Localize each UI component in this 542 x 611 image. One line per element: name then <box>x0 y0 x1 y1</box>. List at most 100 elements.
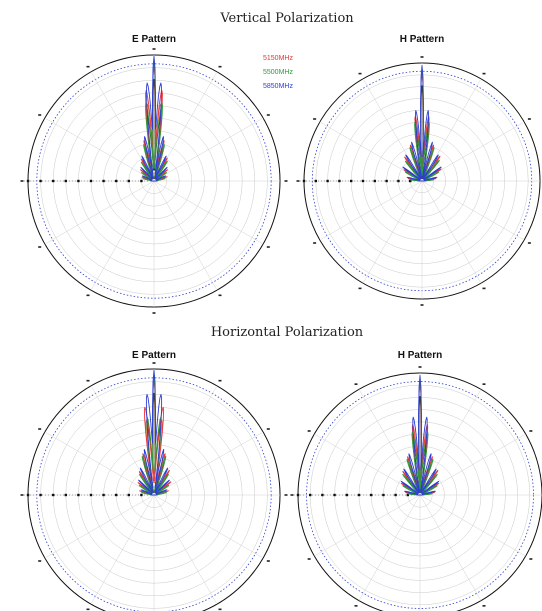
grid-spoke <box>419 433 526 496</box>
angle-tick <box>482 72 486 75</box>
angle-tick <box>482 605 486 607</box>
axis-marker <box>409 179 412 183</box>
legend-entry-5150mhz: 5150MHz <box>263 55 293 62</box>
angle-tick <box>86 608 90 611</box>
angle-tick <box>266 246 270 248</box>
angle-tick <box>527 118 531 120</box>
angle-tick <box>529 430 533 432</box>
grid-spoke <box>153 180 264 245</box>
angle-tick <box>307 558 311 560</box>
grid-spoke <box>362 180 423 284</box>
angle-tick <box>284 494 288 496</box>
plot-title: E Pattern <box>132 350 176 361</box>
angle-tick <box>420 304 424 306</box>
trace-5500mhz <box>138 374 170 496</box>
axis-marker <box>115 493 118 497</box>
axis-marker <box>361 179 365 183</box>
polar-plot: H Pattern <box>290 350 542 611</box>
grid-spoke <box>44 431 155 496</box>
angle-tick <box>307 430 311 432</box>
axis-marker <box>314 179 317 183</box>
axis-marker <box>357 493 361 497</box>
angle-tick <box>266 114 270 116</box>
angle-tick <box>266 428 270 430</box>
angle-tick <box>354 383 358 385</box>
axis-marker <box>321 493 324 497</box>
grid-spoke <box>421 180 525 241</box>
grid-spoke <box>153 494 218 605</box>
axis-marker <box>394 493 397 497</box>
angle-tick <box>152 362 156 364</box>
angle-tick <box>38 246 42 248</box>
angle-tick <box>313 242 317 244</box>
angle-tick <box>358 72 362 75</box>
grid-spoke <box>90 180 155 291</box>
plot-title: H Pattern <box>400 34 444 45</box>
angle-tick <box>482 287 486 290</box>
angle-tick <box>290 494 294 496</box>
angle-tick <box>152 48 156 50</box>
trace-5500mhz <box>140 60 168 182</box>
axis-marker <box>127 493 130 497</box>
trace-5850mhz <box>400 374 440 496</box>
polar-plot: H Pattern <box>296 34 541 306</box>
axis-marker <box>102 493 105 497</box>
angle-tick <box>86 294 90 297</box>
axis-marker <box>309 493 312 497</box>
plot-title: H Pattern <box>398 350 442 361</box>
axis-marker <box>127 179 130 183</box>
axis-marker <box>39 493 42 497</box>
grid-spoke <box>153 431 264 496</box>
polar-plot: E Pattern <box>20 350 288 611</box>
trace-5850mhz <box>402 64 442 182</box>
axis-marker <box>406 493 409 497</box>
axis-marker <box>89 179 93 183</box>
grid-spoke <box>419 494 482 601</box>
trace-5850mhz <box>140 55 168 182</box>
axis-marker <box>326 179 329 183</box>
plot-title: E Pattern <box>132 34 176 45</box>
axis-marker <box>296 493 300 497</box>
axis-marker <box>39 179 42 183</box>
axis-marker <box>52 493 55 497</box>
trace-5850mhz <box>138 369 170 496</box>
grid-spoke <box>44 494 155 559</box>
angle-tick <box>418 366 422 368</box>
angle-tick <box>527 242 531 244</box>
grid-spoke <box>153 180 218 291</box>
angle-tick <box>218 294 222 297</box>
grid-spoke <box>90 494 155 605</box>
grid-spoke <box>44 180 155 245</box>
section-title-vertical: Vertical Polarization <box>219 11 354 26</box>
axis-marker <box>52 179 55 183</box>
grid-spoke <box>314 494 421 557</box>
axis-marker <box>26 493 30 497</box>
axis-marker <box>140 493 143 497</box>
polar-plots: E Pattern H Pattern E Pattern H Pattern <box>20 34 542 611</box>
angle-tick <box>38 114 42 116</box>
angle-tick <box>20 180 24 182</box>
angle-tick <box>482 383 486 385</box>
axis-marker <box>333 493 336 497</box>
angle-tick <box>218 65 222 68</box>
legend-entry-5500mhz: 5500MHz <box>263 69 293 76</box>
axis-marker <box>77 493 80 497</box>
axis-marker <box>64 179 67 183</box>
axis-marker <box>382 493 385 497</box>
angle-tick <box>284 180 288 182</box>
grid-spoke <box>153 494 264 559</box>
angle-tick <box>152 312 156 314</box>
grid-spoke <box>419 494 526 557</box>
polar-plot: E Pattern <box>20 34 288 314</box>
angle-tick <box>529 558 533 560</box>
grid-spoke <box>421 180 482 284</box>
angle-tick <box>38 428 42 430</box>
angle-tick <box>354 605 358 607</box>
axis-marker <box>115 179 118 183</box>
angle-tick <box>266 560 270 562</box>
angle-tick <box>358 287 362 290</box>
angle-tick <box>218 608 222 611</box>
grid-spoke <box>358 494 421 601</box>
angle-tick <box>313 118 317 120</box>
